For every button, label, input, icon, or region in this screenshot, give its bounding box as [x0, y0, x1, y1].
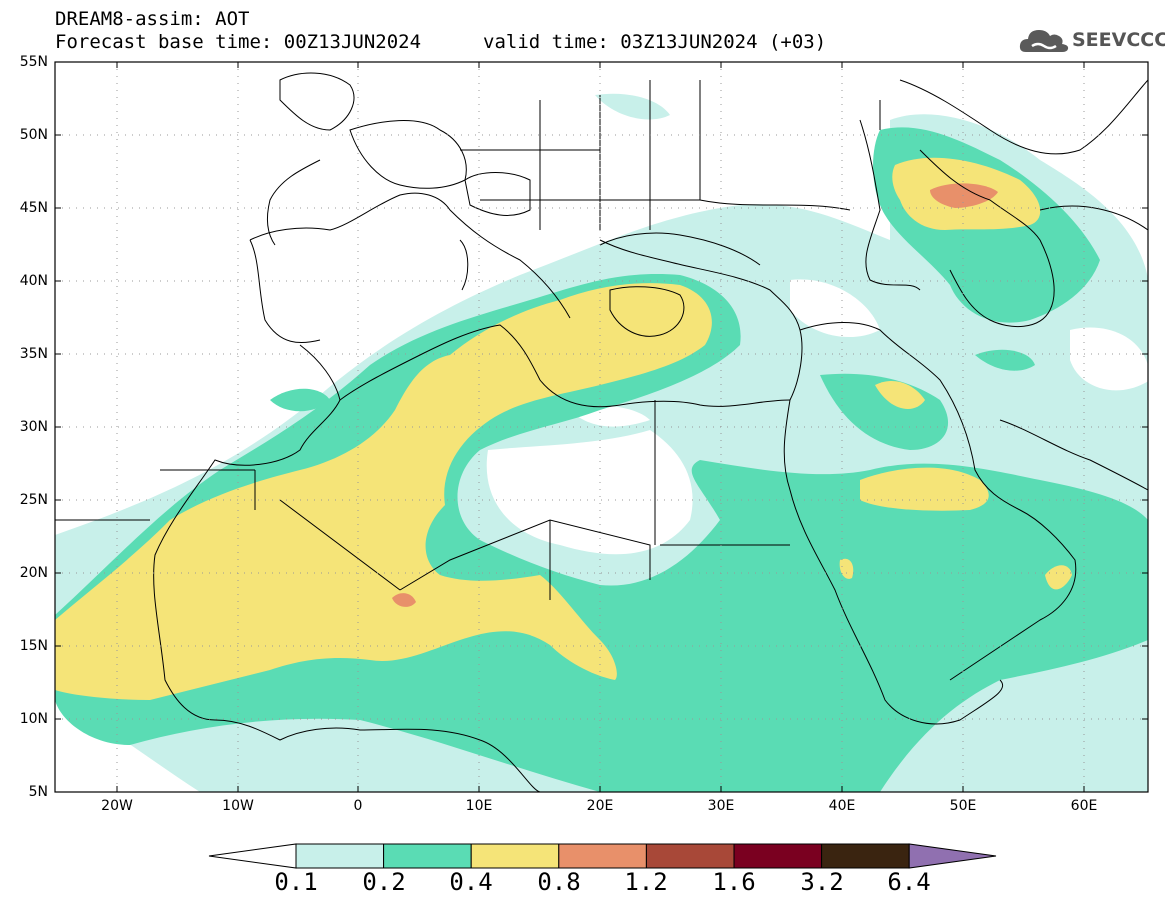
colorbar-swatch-0 — [295, 843, 385, 869]
aot-band-orange — [392, 183, 998, 607]
colorbar-label: 1.6 — [712, 868, 756, 896]
lat-label: 50N — [19, 127, 48, 143]
colorbar-swatch-6 — [821, 843, 910, 869]
lat-label: 10N — [19, 711, 48, 727]
lon-label: 0 — [353, 798, 363, 814]
colorbar-label: 0.8 — [537, 868, 581, 896]
lat-label: 40N — [19, 273, 48, 289]
colorbar-swatch-4 — [645, 843, 735, 869]
colorbar-label: 3.2 — [800, 868, 844, 896]
lat-label: 15N — [19, 638, 48, 654]
colorbar-label: 0.1 — [274, 868, 318, 896]
lat-label: 25N — [19, 492, 48, 508]
lon-label: 50E — [949, 798, 977, 814]
colorbar-high-arrow — [908, 843, 997, 869]
lon-label: 40E — [828, 798, 856, 814]
lon-label: 20E — [586, 798, 614, 814]
axis-ticks — [55, 61, 1148, 793]
colorbar-label: 0.2 — [362, 868, 406, 896]
lon-label: 10E — [465, 798, 493, 814]
lat-label: 55N — [19, 54, 48, 70]
lat-label: 5N — [28, 784, 48, 800]
coastlines — [55, 72, 1148, 792]
lat-label: 35N — [19, 346, 48, 362]
colorbar-swatch-3 — [558, 843, 647, 869]
colorbar-label: 6.4 — [887, 868, 931, 896]
lon-label: 20W — [101, 798, 133, 814]
forecast-base-time: Forecast base time: 00Z13JUN2024 — [55, 31, 422, 53]
lat-label: 30N — [19, 419, 48, 435]
cloud-icon — [1019, 30, 1069, 52]
colorbar-swatch-5 — [733, 843, 823, 869]
colorbar-swatch-1 — [383, 843, 472, 869]
colorbar-label: 0.4 — [449, 868, 493, 896]
colorbar-label: 1.2 — [624, 868, 668, 896]
lon-label: 10W — [222, 798, 254, 814]
valid-time: valid time: 03Z13JUN2024 (+03) — [483, 31, 827, 53]
seevccc-logo: SEEVCCC — [1018, 24, 1165, 56]
lat-label: 20N — [19, 565, 48, 581]
lon-label: 60E — [1070, 798, 1098, 814]
lat-label: 45N — [19, 200, 48, 216]
lon-label: 30E — [707, 798, 735, 814]
logo-text: SEEVCCC — [1072, 29, 1165, 51]
map-title: DREAM8-assim: AOT — [55, 8, 250, 30]
colorbar-low-arrow — [208, 843, 297, 869]
colorbar-swatch-2 — [470, 843, 560, 869]
graticule — [55, 62, 1148, 792]
colorbar — [208, 843, 997, 869]
